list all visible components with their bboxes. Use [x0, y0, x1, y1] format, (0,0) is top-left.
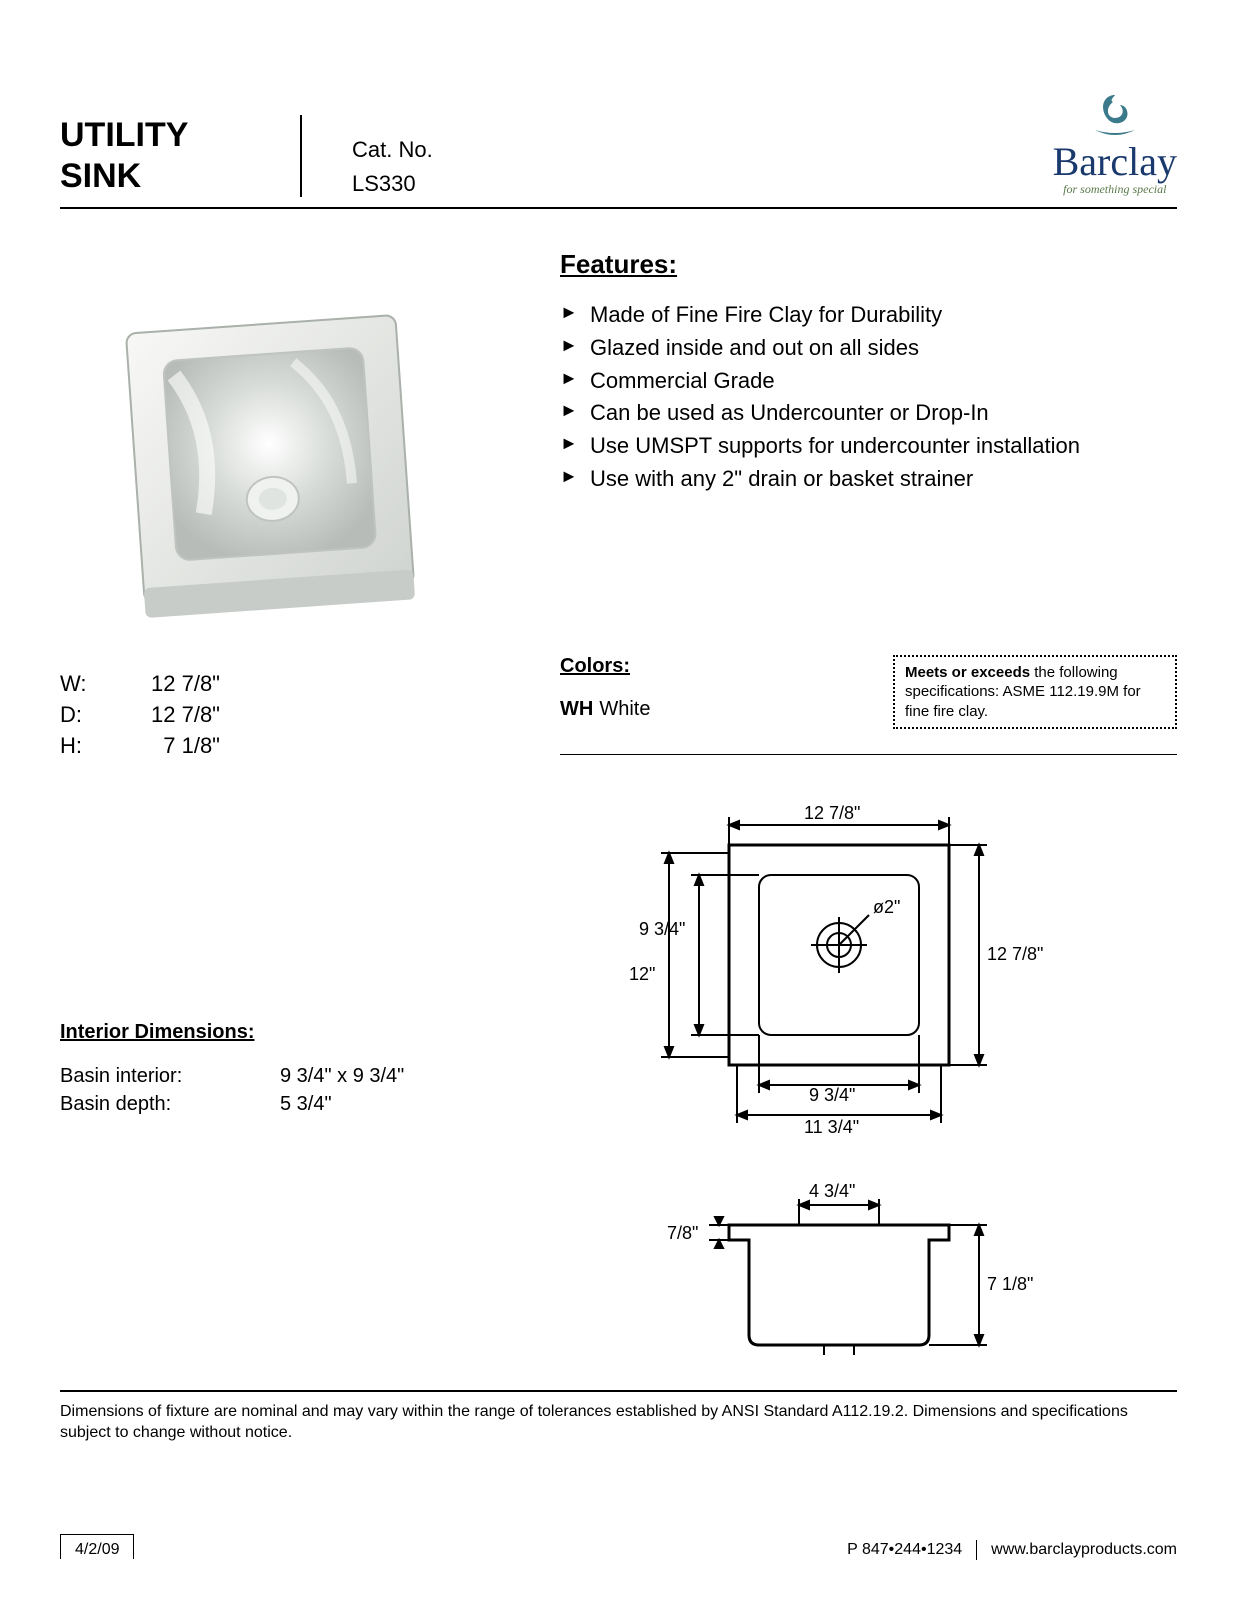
basin-h-label: 9 3/4": [639, 919, 685, 939]
main-content: W: 12 7/8" D: 12 7/8" H: 7 1/8" Interior…: [60, 239, 1177, 1355]
compliance-box: Meets or exceeds the following specifica…: [893, 655, 1177, 730]
interior-row: Basin interior: 9 3/4" x 9 3/4": [60, 1062, 540, 1090]
feature-item: Made of Fine Fire Clay for Durability: [560, 300, 1177, 331]
compliance-lead: Meets or exceeds: [905, 664, 1030, 681]
right-column: Features: Made of Fine Fire Clay for Dur…: [540, 239, 1177, 1355]
colors-block: Colors: WH White: [560, 655, 820, 721]
interior-dimensions-heading: Interior Dimensions:: [60, 1021, 540, 1044]
dim-row-h: H: 7 1/8": [60, 731, 540, 762]
footer-phone: P 847•244•1234: [847, 1541, 962, 1559]
feature-item: Commercial Grade: [560, 366, 1177, 397]
footer-url: www.barclayproducts.com: [991, 1541, 1177, 1559]
separator: [976, 1540, 977, 1560]
mid-w-label: 11 3/4": [804, 1117, 859, 1137]
features-heading: Features:: [560, 249, 1177, 280]
colors-row: Colors: WH White Meets or exceeds the fol…: [560, 655, 1177, 730]
dim-value: 12 7/8": [120, 669, 220, 700]
disclaimer: Dimensions of fixture are nominal and ma…: [60, 1390, 1177, 1444]
swan-icon: [1085, 90, 1145, 140]
features-list: Made of Fine Fire Clay for Durability Gl…: [560, 300, 1177, 495]
left-column: W: 12 7/8" D: 12 7/8" H: 7 1/8" Interior…: [60, 239, 540, 1355]
interior-value: 5 3/4": [280, 1090, 332, 1118]
title-line1: UTILITY: [60, 115, 260, 156]
title-block: UTILITY SINK: [60, 115, 302, 197]
mid-h-label: 12": [629, 964, 655, 984]
colors-heading: Colors:: [560, 655, 820, 678]
product-photo: [100, 289, 440, 629]
dim-label: H:: [60, 731, 120, 762]
footer-contact: P 847•244•1234 www.barclayproducts.com: [847, 1534, 1177, 1560]
dim-label: D:: [60, 700, 120, 731]
footer: 4/2/09 P 847•244•1234 www.barclayproduct…: [60, 1534, 1177, 1560]
interior-value: 9 3/4" x 9 3/4": [280, 1062, 404, 1090]
side-height-label: 7 1/8": [987, 1274, 1033, 1294]
interior-label: Basin interior:: [60, 1062, 280, 1090]
drain-dia-label: ø2": [873, 897, 900, 917]
brand-logo: Barclay for something special: [1053, 90, 1177, 197]
feature-item: Use with any 2" drain or basket strainer: [560, 464, 1177, 495]
color-item: WH White: [560, 698, 820, 721]
header: UTILITY SINK Cat. No. LS330 Barclay for …: [60, 90, 1177, 209]
cat-number: LS330: [352, 171, 433, 197]
dim-row-w: W: 12 7/8": [60, 669, 540, 700]
color-code: WH: [560, 698, 593, 720]
logo-name: Barclay: [1053, 142, 1177, 182]
dim-label: W:: [60, 669, 120, 700]
flare-label: 4 3/4": [809, 1181, 855, 1201]
divider: [560, 754, 1177, 755]
technical-diagrams: ø2" 12 7/8": [560, 775, 1177, 1355]
basin-w-label: 9 3/4": [809, 1085, 855, 1105]
top-width-label: 12 7/8": [804, 803, 860, 823]
feature-item: Glazed inside and out on all sides: [560, 333, 1177, 364]
lip-label: 7/8": [667, 1223, 698, 1243]
color-name: White: [599, 698, 650, 720]
dim-value: 12 7/8": [120, 700, 220, 731]
catalog-block: Cat. No. LS330: [352, 137, 433, 197]
spec-sheet-page: UTILITY SINK Cat. No. LS330 Barclay for …: [0, 0, 1237, 1600]
interior-dimensions: Basin interior: 9 3/4" x 9 3/4" Basin de…: [60, 1062, 540, 1118]
right-height-label: 12 7/8": [987, 944, 1043, 964]
title-line2: SINK: [60, 156, 260, 197]
interior-row: Basin depth: 5 3/4": [60, 1090, 540, 1118]
footer-date: 4/2/09: [60, 1534, 134, 1559]
feature-item: Use UMSPT supports for undercounter inst…: [560, 431, 1177, 462]
dim-row-d: D: 12 7/8": [60, 700, 540, 731]
cat-label: Cat. No.: [352, 137, 433, 163]
logo-tagline: for something special: [1053, 182, 1177, 197]
dim-value: 7 1/8": [120, 731, 220, 762]
quick-dimensions: W: 12 7/8" D: 12 7/8" H: 7 1/8": [60, 669, 540, 761]
feature-item: Can be used as Undercounter or Drop-In: [560, 398, 1177, 429]
interior-label: Basin depth:: [60, 1090, 280, 1118]
